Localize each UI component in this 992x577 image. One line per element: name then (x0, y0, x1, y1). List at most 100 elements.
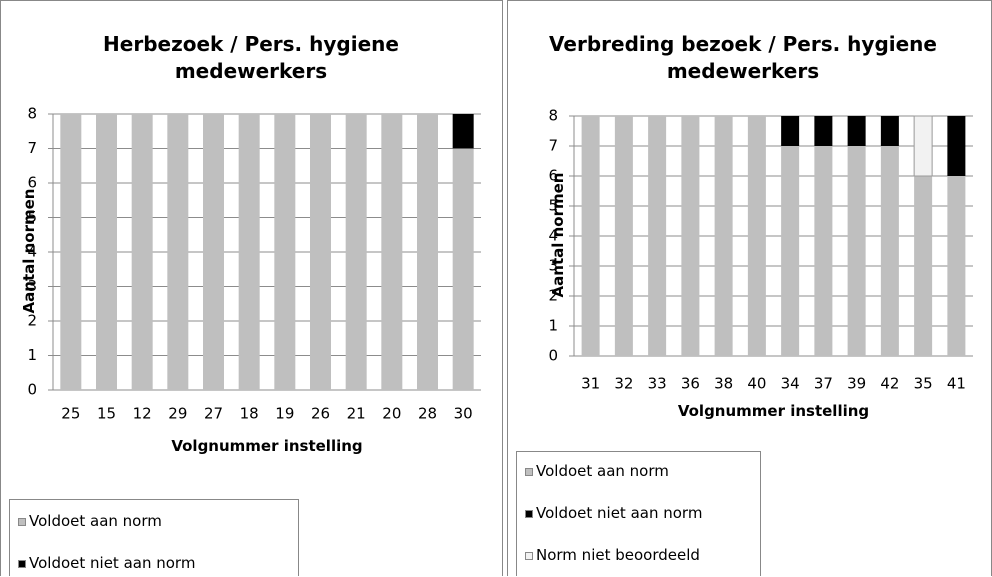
legend-item: Voldoet aan norm (18, 512, 162, 530)
chart-panel: Verbreding bezoek / Pers. hygiene medewe… (507, 0, 992, 576)
y-tick-label: 5 (548, 197, 558, 215)
legend-swatch (18, 560, 26, 568)
x-tick-label: 26 (311, 405, 330, 423)
bar-segment (345, 114, 367, 390)
bar-segment (648, 116, 667, 356)
y-tick-label: 7 (548, 137, 558, 155)
bar-segment (913, 115, 933, 177)
bar-segment (847, 116, 866, 146)
x-tick-label: 33 (648, 375, 667, 393)
x-tick-label: 20 (382, 405, 401, 423)
y-tick-label: 6 (548, 167, 558, 185)
x-tick-label: 39 (847, 375, 866, 393)
x-tick-label: 41 (947, 375, 966, 393)
bar-segment (947, 116, 966, 176)
bar-segment (880, 116, 899, 146)
x-tick-label: 32 (614, 375, 633, 393)
x-tick-label: 15 (97, 405, 116, 423)
x-tick-label: 40 (747, 375, 766, 393)
chart-panel: Herbezoek / Pers. hygiene medewerkers 0 1 2… (0, 0, 503, 576)
chart-title: Verbreding bezoek / Pers. hygiene medewe… (549, 32, 937, 83)
x-tick-label: 29 (168, 405, 187, 423)
legend-label: Norm niet beoordeeld (536, 546, 700, 564)
bar-segment (581, 116, 600, 356)
legend: Voldoet aan norm Voldoet niet aan norm (9, 499, 299, 576)
bar-segment (914, 176, 933, 356)
y-tick-label: 5 (27, 208, 37, 226)
y-tick-label: 6 (27, 174, 37, 192)
bar-segment (614, 116, 633, 356)
y-tick-label: 3 (548, 257, 558, 275)
legend-swatch (525, 552, 533, 560)
x-tick-label: 34 (781, 375, 800, 393)
bar-segment (452, 148, 474, 390)
y-tick-label: 2 (27, 312, 37, 330)
legend-item: Voldoet niet aan norm (525, 504, 702, 522)
y-tick-label: 0 (27, 381, 37, 399)
bar-segment (417, 114, 438, 390)
x-tick-label: 12 (133, 405, 152, 423)
bar-segment (847, 146, 866, 356)
legend-item: Voldoet niet aan norm (18, 554, 195, 572)
legend-swatch (18, 518, 26, 526)
y-axis-title: Aantal normen (549, 172, 567, 298)
x-tick-label: 37 (814, 375, 833, 393)
chart-title: Herbezoek / Pers. hygiene medewerkers (103, 32, 399, 83)
bar-segment (714, 116, 733, 356)
legend-item: Voldoet aan norm (525, 462, 669, 480)
legend-label: Voldoet niet aan norm (29, 554, 196, 572)
x-tick-label: 25 (61, 405, 80, 423)
bar-segment (814, 146, 833, 356)
x-axis-title: Volgnummer instelling (171, 437, 363, 455)
bar-segment (452, 114, 474, 149)
y-tick-label: 7 (27, 139, 37, 157)
x-tick-label: 30 (454, 405, 473, 423)
y-tick-label: 3 (27, 277, 37, 295)
x-tick-label: 36 (681, 375, 700, 393)
x-axis-title: Volgnummer instelling (677, 402, 870, 420)
y-axis-title: Aantal normen (20, 188, 38, 314)
bar-segment (274, 114, 296, 390)
bar-segment (310, 114, 331, 390)
bar-segment (60, 114, 82, 390)
x-tick-label: 21 (347, 405, 366, 423)
x-tick-label: 42 (880, 375, 899, 393)
bar-segment (681, 116, 700, 356)
x-tick-label: 35 (914, 375, 933, 393)
bar-segment (203, 114, 224, 390)
legend-swatch (525, 510, 533, 518)
bar-segment (131, 114, 153, 390)
bar-segment (96, 114, 117, 390)
y-tick-label: 8 (27, 105, 37, 123)
y-tick-label: 4 (27, 243, 37, 261)
y-tick-label: 4 (548, 227, 558, 245)
x-tick-label: 38 (714, 375, 733, 393)
x-tick-label: 28 (418, 405, 437, 423)
bar-segment (880, 146, 899, 356)
bar-segment (781, 116, 800, 146)
y-tick-label: 0 (548, 347, 558, 365)
y-tick-label: 1 (548, 317, 558, 335)
bar-segment (781, 146, 800, 356)
legend-label: Voldoet niet aan norm (536, 504, 703, 522)
x-tick-label: 19 (275, 405, 294, 423)
bar-segment (238, 114, 260, 390)
legend: Voldoet aan norm Voldoet niet aan norm Nor… (516, 451, 761, 576)
y-tick-label: 2 (548, 287, 558, 305)
bar-segment (381, 114, 403, 390)
legend-label: Voldoet aan norm (29, 512, 162, 530)
legend-swatch (525, 468, 533, 476)
x-tick-label: 18 (240, 405, 259, 423)
legend-label: Voldoet aan norm (536, 462, 669, 480)
y-tick-label: 8 (548, 107, 558, 125)
legend-item: Norm niet beoordeeld (525, 546, 700, 564)
bar-segment (167, 114, 189, 390)
bar-segment (947, 176, 966, 356)
bar-segment (814, 116, 833, 146)
x-tick-label: 31 (581, 375, 600, 393)
bar-segment (747, 116, 766, 356)
x-tick-label: 27 (204, 405, 223, 423)
